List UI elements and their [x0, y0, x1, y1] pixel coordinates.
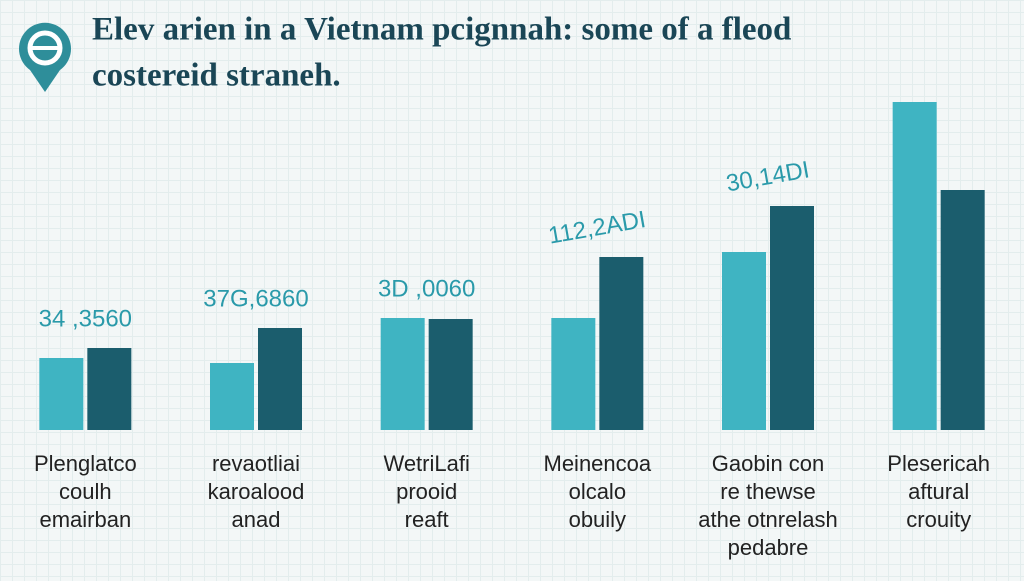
annotation: 30,14DI — [724, 156, 811, 197]
x-tick-label: karoalood — [208, 479, 305, 504]
chart-title: costereid straneh. — [92, 58, 341, 94]
x-tick-label: revaotliai — [212, 451, 300, 476]
x-tick-label: Plenglatco — [34, 451, 137, 476]
bar — [940, 190, 985, 430]
x-tick-label: Gaobin con — [712, 451, 825, 476]
bar — [770, 206, 814, 430]
bar — [428, 319, 473, 430]
x-tick-label: Plesericah — [887, 451, 990, 476]
bar — [210, 363, 254, 430]
bar — [380, 318, 425, 430]
x-tick-label: athe otnrelash — [698, 507, 837, 532]
annotation: 34 ,3560 — [39, 305, 132, 332]
chart-title: Elev arien in a Vietnam pcignnah: some o… — [92, 12, 791, 48]
x-tick-label: obuily — [569, 507, 626, 532]
annotation: 37G,6860 — [203, 285, 308, 312]
x-tick-label: re thewse — [720, 479, 815, 504]
x-tick-label: reaft — [405, 507, 449, 532]
logo — [18, 22, 71, 92]
bar — [258, 328, 302, 430]
bar — [722, 252, 766, 430]
x-tick-label: WetriLafi — [383, 451, 469, 476]
x-tick-label: olcalo — [569, 479, 626, 504]
bar — [87, 348, 132, 430]
bar — [39, 358, 84, 430]
x-tick-label: coulh — [59, 479, 112, 504]
annotation: 112,2ADI — [546, 206, 647, 250]
annotation: 3D ,0060 — [378, 275, 475, 302]
x-tick-label: Meinencoa — [544, 451, 652, 476]
bar — [599, 257, 644, 430]
bar — [892, 102, 937, 430]
x-tick-label: anad — [232, 507, 281, 532]
x-tick-label: pedabre — [728, 535, 809, 560]
bar — [551, 318, 596, 430]
x-tick-label: aftural — [908, 479, 969, 504]
x-tick-label: crouity — [906, 507, 971, 532]
x-tick-label: prooid — [396, 479, 457, 504]
x-tick-label: emairban — [39, 507, 131, 532]
